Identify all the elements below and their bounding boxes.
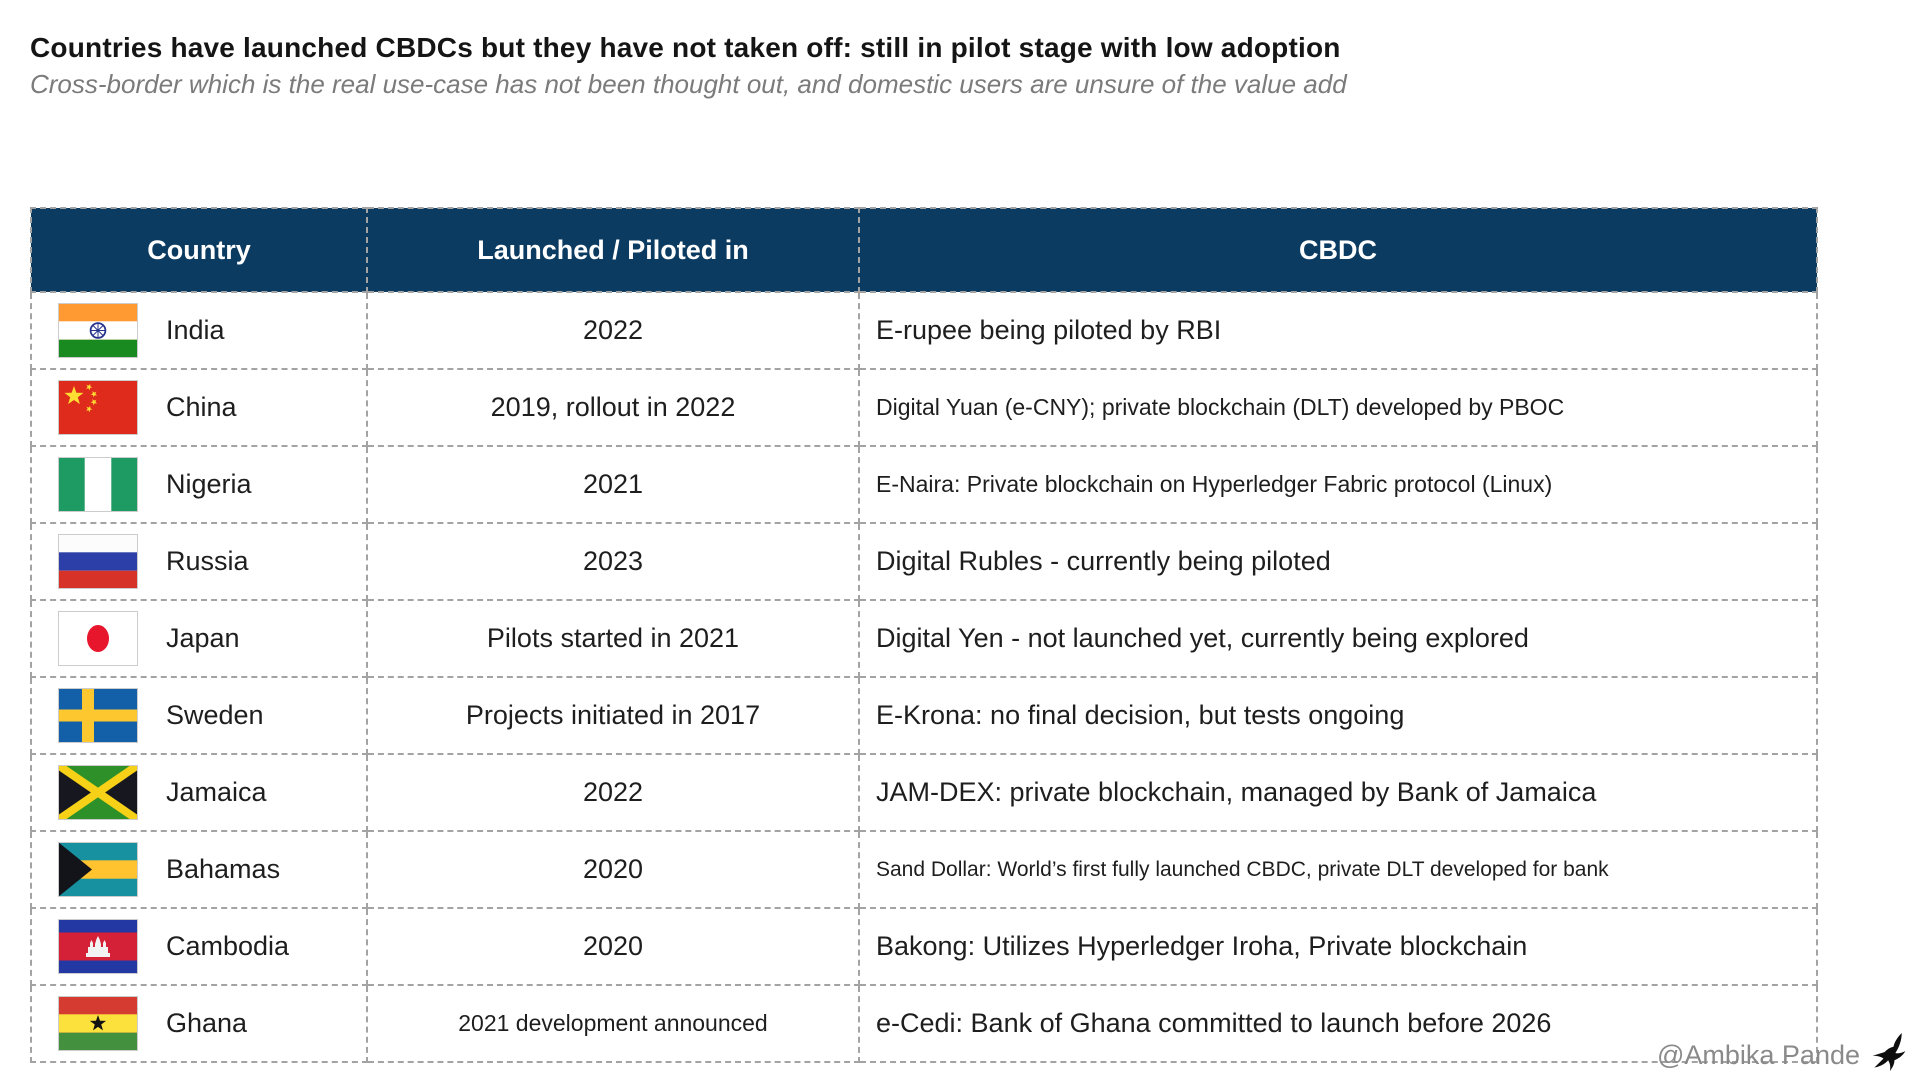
country-cell: Cambodia — [30, 907, 368, 986]
cbdc-table: Country Launched / Piloted in CBDC India… — [30, 207, 1818, 1063]
cbdc-cell: Bakong: Utilizes Hyperledger Iroha, Priv… — [858, 907, 1818, 986]
country-label: Ghana — [166, 1008, 248, 1038]
china-flag-icon — [58, 380, 138, 435]
table-row: Japan Pilots started in 2021 Digital Yen -… — [30, 599, 1818, 678]
country-cell: Ghana — [30, 984, 368, 1063]
page-subtitle: Cross-border which is the real use-case … — [30, 69, 1347, 99]
jamaica-flag-icon — [58, 765, 138, 820]
ghana-flag-icon — [58, 996, 138, 1051]
cbdc-cell: Digital Yuan (e-CNY); private blockchain… — [858, 368, 1818, 447]
table-header-row: Country Launched / Piloted in CBDC — [30, 207, 1818, 293]
attribution-text: @Ambika Pande — [1656, 1039, 1860, 1070]
col-header-cbdc: CBDC — [858, 207, 1818, 293]
launched-cell: 2022 — [366, 291, 860, 370]
table-row: Cambodia 2020 Bakong: Utilizes Hyperledger… — [30, 907, 1818, 986]
launched-cell: 2019, rollout in 2022 — [366, 368, 860, 447]
table-row: Sweden Projects initiated in 2017 E-Krona:… — [30, 676, 1818, 755]
cambodia-flag-icon — [58, 919, 138, 974]
country-cell: Jamaica — [30, 753, 368, 832]
country-cell: Bahamas — [30, 830, 368, 909]
country-cell: Sweden — [30, 676, 368, 755]
country-label: China — [166, 392, 237, 422]
country-cell: Japan — [30, 599, 368, 678]
launched-cell: 2020 — [366, 907, 860, 986]
table-row: Russia 2023 Digital Rubles - currently bei… — [30, 522, 1818, 601]
launched-cell: 2021 development announced — [366, 984, 860, 1063]
flying-bird-icon — [1868, 1033, 1910, 1077]
launched-cell: Projects initiated in 2017 — [366, 676, 860, 755]
table-row: Jamaica 2022 JAM-DEX: private blockchain, … — [30, 753, 1818, 832]
cbdc-cell: E-rupee being piloted by RBI — [858, 291, 1818, 370]
table-row: India 2022 E-rupee being piloted by RBI — [30, 291, 1818, 370]
table-row: China 2019, rollout in 2022 Digital Yuan (… — [30, 368, 1818, 447]
bahamas-flag-icon — [58, 842, 138, 897]
japan-flag-icon — [58, 611, 138, 666]
cbdc-cell: JAM-DEX: private blockchain, managed by … — [858, 753, 1818, 832]
cbdc-cell: e-Cedi: Bank of Ghana committed to launc… — [858, 984, 1818, 1063]
table-row: Nigeria 2021 E-Naira: Private blockchain o… — [30, 445, 1818, 524]
country-cell: India — [30, 291, 368, 370]
country-label: Nigeria — [166, 469, 252, 499]
table-body: India 2022 E-rupee being piloted by RBI Chi… — [30, 291, 1818, 1063]
nigeria-flag-icon — [58, 457, 138, 512]
country-label: Jamaica — [166, 777, 267, 807]
table-row: Bahamas 2020 Sand Dollar: World’s first fu… — [30, 830, 1818, 909]
russia-flag-icon — [58, 534, 138, 589]
cbdc-cell: Digital Rubles - currently being piloted — [858, 522, 1818, 601]
col-header-launched: Launched / Piloted in — [366, 207, 860, 293]
launched-cell: 2022 — [366, 753, 860, 832]
launched-cell: Pilots started in 2021 — [366, 599, 860, 678]
attribution: @Ambika Pande — [1657, 1033, 1910, 1077]
country-label: Russia — [166, 546, 249, 576]
india-flag-icon — [58, 303, 138, 358]
cbdc-table-container: Country Launched / Piloted in CBDC India… — [30, 207, 1818, 1063]
country-label: Japan — [166, 623, 240, 653]
country-cell: Russia — [30, 522, 368, 601]
col-header-country: Country — [30, 207, 368, 293]
page-title: Countries have launched CBDCs but they h… — [30, 32, 1341, 63]
country-cell: Nigeria — [30, 445, 368, 524]
launched-cell: 2021 — [366, 445, 860, 524]
launched-cell: 2023 — [366, 522, 860, 601]
country-label: Cambodia — [166, 931, 290, 961]
cbdc-cell: Sand Dollar: World’s first fully launche… — [858, 830, 1818, 909]
cbdc-cell: Digital Yen - not launched yet, currentl… — [858, 599, 1818, 678]
launched-cell: 2020 — [366, 830, 860, 909]
country-label: India — [166, 315, 225, 345]
country-cell: China — [30, 368, 368, 447]
sweden-flag-icon — [58, 688, 138, 743]
country-label: Bahamas — [166, 854, 281, 884]
table-row: Ghana 2021 development announced e-Cedi: B… — [30, 984, 1818, 1063]
cbdc-cell: E-Naira: Private blockchain on Hyperledg… — [858, 445, 1818, 524]
country-label: Sweden — [166, 700, 264, 730]
cbdc-cell: E-Krona: no final decision, but tests on… — [858, 676, 1818, 755]
